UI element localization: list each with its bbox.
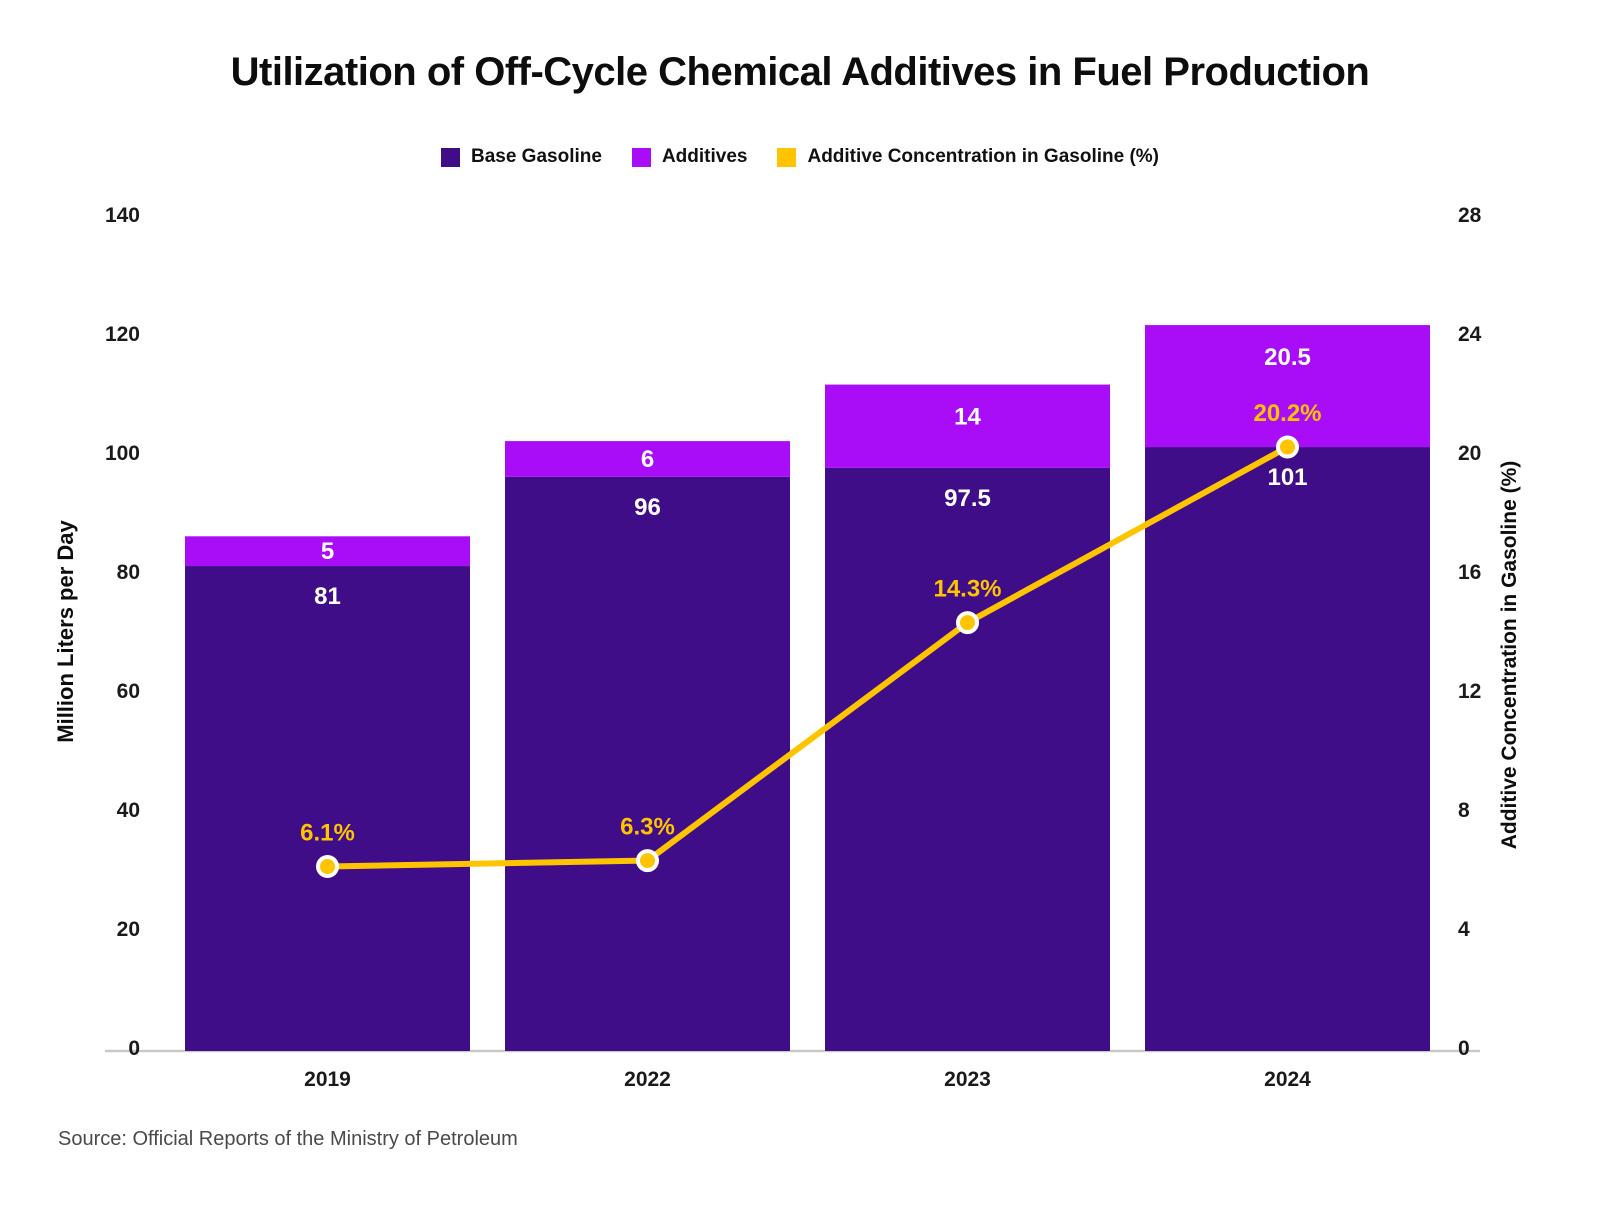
legend-label-base-gasoline: Base Gasoline (470, 146, 602, 167)
legend-swatch-additives (631, 147, 651, 167)
bar-label-base-gasoline-2023: 97.5 (944, 485, 991, 512)
legend-item-additives[interactable]: Additives (631, 146, 748, 168)
left-axis-tick: 0 (128, 1037, 140, 1060)
source-note: Source: Official Reports of the Ministry… (58, 1128, 518, 1150)
bar-label-base-gasoline-2019: 81 (314, 583, 341, 610)
bar-additives-2023[interactable] (825, 384, 1110, 468)
concentration-label-2023: 14.3% (933, 576, 1001, 603)
left-axis-tick: 60 (117, 680, 140, 703)
bar-base-gasoline-2019[interactable] (185, 566, 470, 1051)
left-axis-tick: 20 (117, 918, 140, 941)
left-axis-title: Million Liters per Day (53, 519, 78, 742)
right-axis-tick: 8 (1458, 799, 1470, 822)
concentration-point-2022[interactable] (636, 849, 659, 873)
x-axis-label-2023: 2023 (944, 1068, 991, 1091)
bar-label-additives-2024: 20.5 (1264, 344, 1311, 371)
x-axis-label-2019: 2019 (304, 1068, 351, 1091)
bar-additives-2022[interactable] (505, 441, 790, 477)
bar-additives-2019[interactable] (185, 536, 470, 567)
concentration-point-2023[interactable] (956, 611, 979, 635)
legend: Base Gasoline Additives Additive Concent… (0, 146, 1600, 168)
concentration-label-2019: 6.1% (300, 820, 355, 847)
chart-title: Utilization of Off-Cycle Chemical Additi… (230, 50, 1370, 94)
legend-label-additive-concentration: Additive Concentration in Gasoline (%) (807, 146, 1159, 167)
legend-item-base-gasoline[interactable]: Base Gasoline (440, 146, 602, 168)
left-axis-tick: 40 (117, 799, 140, 822)
left-axis-tick: 140 (105, 204, 140, 227)
legend-label-additives: Additives (661, 146, 748, 167)
bar-label-additives-2022: 6 (641, 446, 654, 473)
bar-base-gasoline-2022[interactable] (505, 476, 790, 1051)
concentration-line (324, 444, 1291, 870)
bar-base-gasoline-2024[interactable] (1145, 447, 1430, 1051)
left-axis-tick: 100 (105, 442, 140, 465)
x-axis-label-2024: 2024 (1264, 1068, 1311, 1091)
left-axis-tick: 120 (105, 323, 140, 346)
legend-item-additive-concentration[interactable]: Additive Concentration in Gasoline (%) (777, 146, 1159, 168)
right-axis-title: Additive Concentration in Gasoline (%) (1498, 461, 1521, 850)
right-axis-tick: 24 (1458, 323, 1482, 346)
bar-base-gasoline-2023[interactable] (825, 467, 1110, 1051)
right-axis-tick: 12 (1458, 680, 1481, 703)
x-axis-label-2022: 2022 (624, 1068, 671, 1091)
bar-label-additives-2019: 5 (321, 538, 334, 565)
right-axis-tick: 0 (1458, 1037, 1470, 1060)
right-axis-tick: 28 (1458, 204, 1482, 227)
concentration-label-2024: 20.2% (1253, 400, 1321, 427)
right-axis-tick: 16 (1458, 561, 1481, 584)
bar-label-additives-2023: 14 (954, 404, 981, 431)
concentration-point-2024[interactable] (1276, 435, 1299, 459)
bar-additives-2024[interactable] (1145, 325, 1430, 448)
legend-swatch-additive-concentration (777, 147, 797, 167)
right-axis-tick: 4 (1458, 918, 1470, 941)
bar-label-base-gasoline-2024: 101 (1267, 464, 1307, 491)
right-axis-tick: 20 (1458, 442, 1481, 465)
legend-swatch-base-gasoline (440, 147, 460, 167)
left-axis-tick: 80 (117, 561, 140, 584)
concentration-label-2022: 6.3% (620, 814, 675, 841)
bar-label-base-gasoline-2022: 96 (634, 494, 661, 521)
concentration-point-2019[interactable] (316, 855, 339, 879)
